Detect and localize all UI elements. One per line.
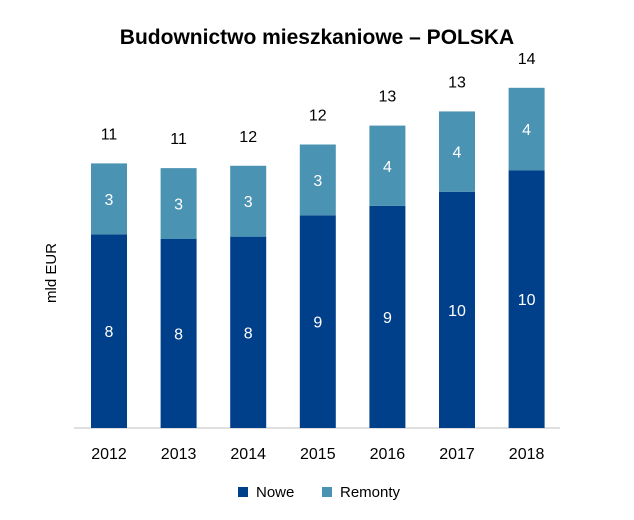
x-tick-2016: 2016 bbox=[370, 446, 406, 463]
data-label-remonty-2012: 3 bbox=[105, 192, 114, 209]
x-tick-2014: 2014 bbox=[230, 446, 266, 463]
data-label-remonty-2014: 3 bbox=[244, 194, 253, 211]
data-label-remonty-2016: 4 bbox=[383, 159, 392, 176]
legend-swatch-nowe bbox=[238, 487, 248, 497]
bar-remonty-2018 bbox=[508, 87, 545, 171]
legend-label-nowe: Nowe bbox=[256, 484, 294, 501]
bar-remonty-2013 bbox=[160, 168, 197, 239]
bar-remonty-2016 bbox=[369, 125, 406, 206]
bar-nowe-2013 bbox=[160, 239, 197, 428]
bar-nowe-2017 bbox=[439, 191, 475, 428]
bar-nowe-2016 bbox=[369, 205, 406, 428]
data-label-nowe-2015: 9 bbox=[313, 315, 322, 332]
bar-remonty-2015 bbox=[299, 144, 336, 216]
data-label-nowe-2013: 8 bbox=[174, 327, 183, 344]
data-label-remonty-2018: 4 bbox=[522, 122, 531, 139]
data-label-nowe-2016: 9 bbox=[383, 310, 392, 327]
legend-label-remonty: Remonty bbox=[340, 484, 401, 501]
data-label-nowe-2012: 8 bbox=[105, 324, 114, 341]
bar-remonty-2017 bbox=[439, 111, 475, 192]
total-label-2016: 13 bbox=[379, 89, 397, 106]
x-tick-2015: 2015 bbox=[300, 446, 336, 463]
bar-remonty-2012 bbox=[91, 163, 127, 235]
total-label-2017: 13 bbox=[448, 74, 466, 91]
data-label-remonty-2013: 3 bbox=[174, 197, 183, 214]
data-label-nowe-2017: 10 bbox=[448, 303, 466, 320]
x-tick-labels: 2012 2013 2014 2015 2016 2017 2018 bbox=[91, 446, 544, 463]
total-label-2013: 11 bbox=[170, 131, 187, 148]
data-label-nowe-2014: 8 bbox=[244, 325, 253, 342]
bar-nowe-2015 bbox=[299, 215, 336, 428]
bar-nowe-2018 bbox=[508, 170, 545, 429]
data-label-remonty-2015: 3 bbox=[313, 173, 322, 190]
total-label-2018: 14 bbox=[518, 51, 536, 68]
legend-swatch-remonty bbox=[322, 487, 332, 497]
bars-group: 8 3 11 8 3 11 8 3 12 9 3 12 9 4 13 10 4 13 10 4 14 bbox=[91, 51, 545, 429]
x-tick-2017: 2017 bbox=[439, 446, 475, 463]
x-tick-2018: 2018 bbox=[509, 446, 545, 463]
x-tick-2013: 2013 bbox=[161, 446, 197, 463]
x-tick-2012: 2012 bbox=[91, 446, 127, 463]
bar-nowe-2012 bbox=[91, 234, 127, 428]
bar-nowe-2014 bbox=[230, 236, 267, 428]
data-label-nowe-2018: 10 bbox=[518, 292, 536, 309]
data-label-remonty-2017: 4 bbox=[453, 145, 462, 162]
total-label-2014: 12 bbox=[239, 129, 257, 146]
y-axis-label: mld EUR bbox=[43, 243, 60, 303]
chart-title: Budownictwo mieszkaniowe – POLSKA bbox=[120, 26, 514, 49]
total-label-2015: 12 bbox=[309, 108, 327, 125]
bar-remonty-2014 bbox=[230, 165, 267, 237]
total-label-2012: 11 bbox=[101, 126, 118, 143]
legend: Nowe Remonty bbox=[238, 484, 401, 501]
